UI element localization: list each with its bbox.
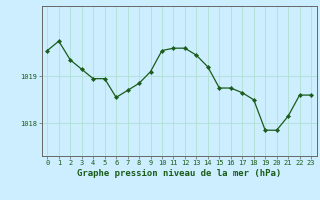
X-axis label: Graphe pression niveau de la mer (hPa): Graphe pression niveau de la mer (hPa): [77, 169, 281, 178]
